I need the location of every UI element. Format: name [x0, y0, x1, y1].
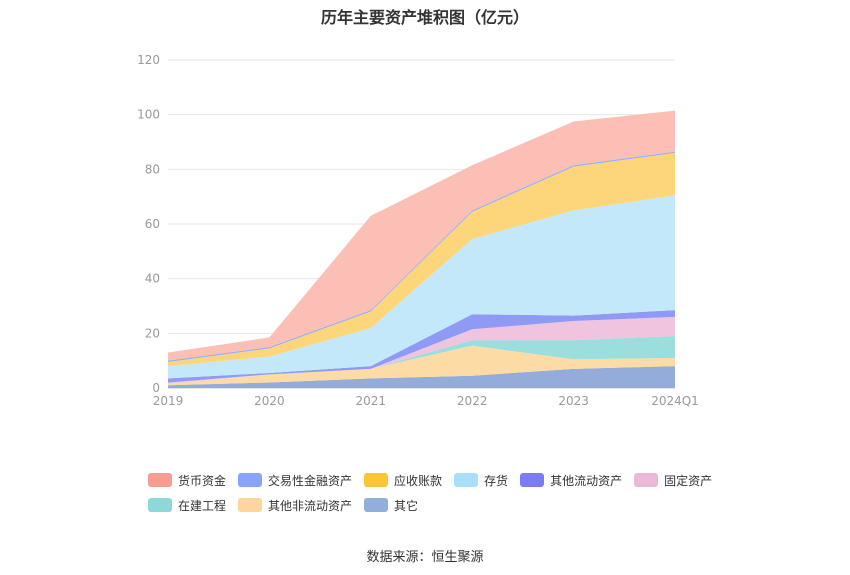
legend-item[interactable]: 固定资产: [634, 472, 712, 488]
legend-swatch: [520, 473, 545, 487]
legend-swatch: [364, 473, 389, 487]
chart-title: 历年主要资产堆积图（亿元）: [320, 8, 529, 27]
legend-label: 货币资金: [178, 473, 227, 488]
x-tick-label: 2022: [457, 394, 488, 408]
y-tick-label: 0: [152, 381, 160, 395]
legend: 货币资金 交易性金融资产 应收账款 存货 其他流动资产 固定资产在建工程 其他非流动资产 其它: [148, 472, 748, 513]
legend-item[interactable]: 其他非流动资产: [238, 497, 352, 513]
x-tick-label: 2019: [153, 394, 184, 408]
legend-label: 其他非流动资产: [268, 498, 353, 513]
legend-item[interactable]: 存货: [454, 472, 508, 488]
legend-swatch: [238, 498, 263, 512]
area-series-固定资产: [168, 316, 675, 384]
y-tick-label: 20: [145, 326, 160, 340]
area-series-存货: [168, 195, 675, 379]
legend-label: 在建工程: [178, 498, 227, 513]
source-note: 数据来源：恒生聚源: [366, 550, 484, 565]
legend-label: 其它: [394, 498, 419, 513]
y-tick-label: 100: [137, 108, 160, 122]
x-tick-label: 2021: [356, 394, 387, 408]
legend-item[interactable]: 其他流动资产: [520, 472, 622, 488]
x-tick-label: 2023: [558, 394, 589, 408]
legend-swatch: [454, 473, 479, 487]
legend-label: 其他流动资产: [550, 473, 623, 488]
y-tick-label: 40: [145, 272, 160, 286]
legend-label: 固定资产: [664, 473, 713, 488]
legend-item[interactable]: 在建工程: [148, 497, 226, 513]
legend-swatch: [634, 473, 659, 487]
legend-item[interactable]: 应收账款: [364, 472, 442, 488]
y-tick-label: 120: [137, 53, 160, 67]
legend-item[interactable]: 其它: [364, 497, 418, 513]
legend-item[interactable]: 交易性金融资产: [238, 472, 352, 488]
area-series-应收账款: [168, 152, 675, 367]
area-series-其他流动资产: [168, 310, 675, 383]
x-tick-label: 2020: [254, 394, 285, 408]
legend-swatch: [148, 498, 172, 512]
area-series-其他非流动资产: [168, 345, 675, 386]
area-series-其它: [168, 366, 675, 388]
legend-label: 应收账款: [394, 473, 443, 488]
x-tick-label: 2024Q1: [651, 394, 699, 408]
y-tick-label: 60: [145, 217, 160, 231]
area-series-在建工程: [168, 336, 675, 384]
legend-label: 存货: [484, 473, 509, 488]
legend-swatch: [364, 498, 389, 512]
legend-label: 交易性金融资产: [268, 473, 353, 488]
y-tick-label: 80: [145, 162, 160, 176]
legend-swatch: [238, 473, 263, 487]
legend-item[interactable]: 货币资金: [148, 472, 226, 488]
legend-swatch: [148, 473, 172, 487]
area-series-货币资金: [168, 110, 675, 361]
